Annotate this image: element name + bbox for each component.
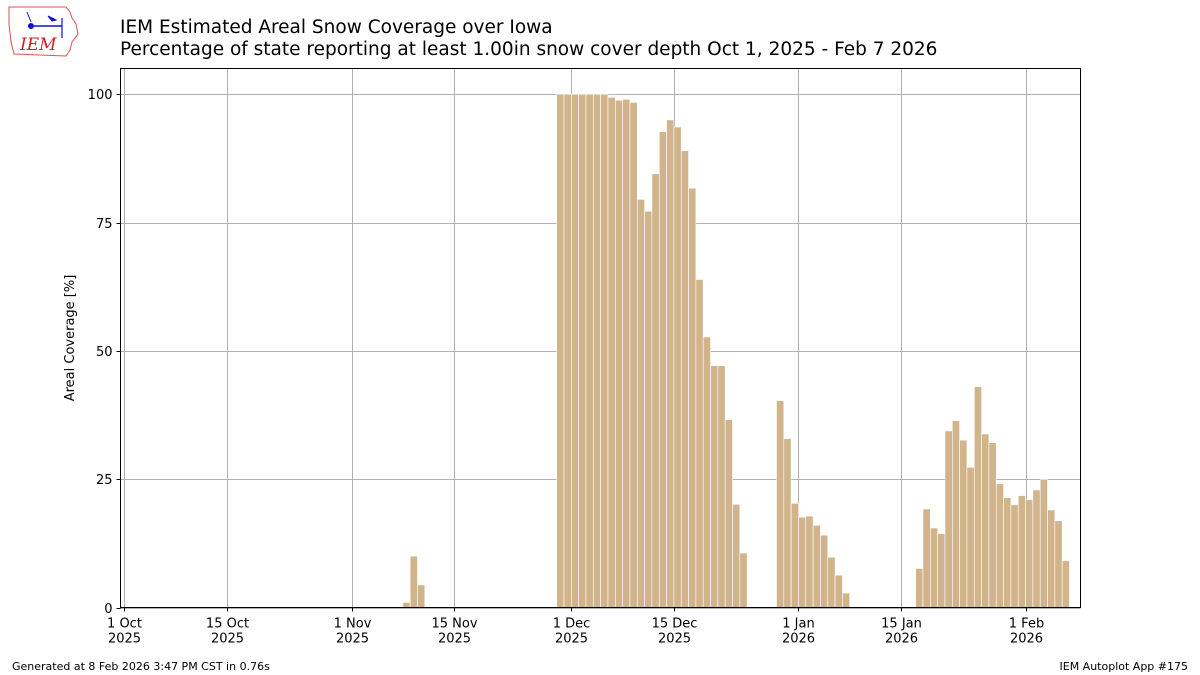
bar-2025-12-07 [615,100,623,608]
bar-2025-11-10 [417,584,426,608]
chart-subtitle: Percentage of state reporting at least 1… [120,39,938,60]
bar-2026-01-24 [966,467,975,608]
bar-2025-12-21 [717,365,726,608]
bar-2026-01-31 [1017,495,1026,608]
x-tick-label: 2025 [658,632,691,647]
bar-2025-12-11 [644,210,653,608]
x-tick-label: 15 Jan [881,617,922,632]
bar-2025-12-29 [776,400,785,608]
bar-2026-01-20 [937,533,946,608]
bar-2025-12-14 [666,119,675,608]
bar-2026-01-06 [834,574,843,608]
x-tick-label: 1 Feb [1009,617,1044,632]
bar-2025-12-19 [702,336,711,608]
bar-2025-12-15 [673,126,682,608]
y-tick-label: 50 [96,345,113,360]
y-tick-label: 75 [96,217,113,232]
weather-symbol-icon [26,11,63,38]
x-tick-label: 2026 [1010,632,1043,647]
bar-2026-01-28 [995,483,1004,608]
iowa-outline [8,6,79,57]
bar-2025-12-17 [688,187,697,608]
bar-2025-12-20 [710,365,719,608]
x-tick-label: 2025 [555,632,588,647]
bar-2025-12-22 [724,419,733,608]
bar-2025-12-03 [585,93,594,608]
bar-2025-11-30 [563,93,572,608]
x-tick-label: 1 Jan [782,617,814,632]
bar-2026-01-17 [915,568,924,608]
bar-2025-12-01 [571,93,579,608]
bar-2025-12-30 [783,438,792,608]
bar-2026-01-23 [959,439,968,608]
bar-2026-02-06 [1061,560,1070,608]
bar-2026-01-05 [827,556,836,608]
bar-2025-12-08 [622,99,631,608]
y-tick-label: 25 [96,473,113,488]
x-tick-label: 1 Nov [334,617,372,632]
y-tick-label: 100 [88,88,113,103]
footer-app: IEM Autoplot App #175 [1059,660,1189,673]
plot-frame [120,68,1081,608]
x-tick-label: 1 Dec [553,617,591,632]
bar-2026-02-04 [1047,509,1056,608]
bar-2026-01-22 [951,420,960,608]
svg-text:IEM: IEM [19,35,57,55]
x-tick-label: 1 Oct [107,617,142,632]
bar-2025-12-23 [732,504,741,608]
bar-2025-12-12 [651,173,660,608]
y-axis-label: Areal Coverage [%] [63,275,78,402]
chart-title: IEM Estimated Areal Snow Coverage over I… [120,17,553,38]
bar-2025-12-24 [739,552,748,608]
bar-2025-12-09 [629,102,638,608]
x-tick-label: 15 Dec [652,617,698,632]
bar-2025-12-13 [658,131,667,608]
footer-generated: Generated at 8 Feb 2026 3:47 PM CST in 0… [12,660,270,673]
bar-2026-01-26 [981,433,990,608]
x-tick-label: 15 Nov [431,617,477,632]
bar-2026-01-01 [798,516,807,608]
bar-2026-02-02 [1032,489,1041,608]
bar-2025-11-29 [556,93,565,608]
bar-2025-11-09 [409,555,418,608]
bar-2026-02-05 [1054,520,1063,608]
bar-2026-01-21 [944,430,953,608]
bar-2025-11-08 [402,602,411,608]
bar-2026-01-30 [1010,504,1019,608]
bar-2026-01-29 [1003,497,1012,608]
x-tick-label: 2025 [438,632,471,647]
bar-2026-01-07 [842,592,851,608]
bar-2025-12-05 [600,93,609,608]
bar-2026-02-03 [1039,479,1048,608]
bar-2026-01-02 [805,515,814,608]
bar-2025-12-16 [680,150,689,608]
bar-2026-01-04 [820,534,829,608]
y-axis: 0 25 50 75 100 [88,88,121,617]
y-tick-label: 0 [104,602,112,617]
bars [402,93,1070,608]
bar-2026-02-01 [1025,499,1034,608]
bar-2026-01-19 [930,527,938,608]
bar-2026-01-27 [988,442,997,608]
bar-2026-01-03 [812,525,821,608]
x-tick-label: 2026 [782,632,815,647]
bar-2025-12-04 [593,93,601,608]
x-tick-label: 2025 [108,632,141,647]
x-tick-label: 2025 [336,632,369,647]
iem-logo: IEM [8,6,79,57]
bar-2026-01-18 [922,508,931,608]
x-tick-label: 2025 [211,632,244,647]
bar-2025-12-06 [607,96,616,608]
bar-2026-01-25 [973,386,982,608]
x-tick-label: 2026 [885,632,918,647]
bar-2025-12-31 [790,502,799,608]
bar-2025-12-02 [578,93,587,608]
bar-2025-12-10 [636,199,645,608]
x-tick-label: 15 Oct [206,617,249,632]
bar-2025-12-18 [695,279,704,608]
